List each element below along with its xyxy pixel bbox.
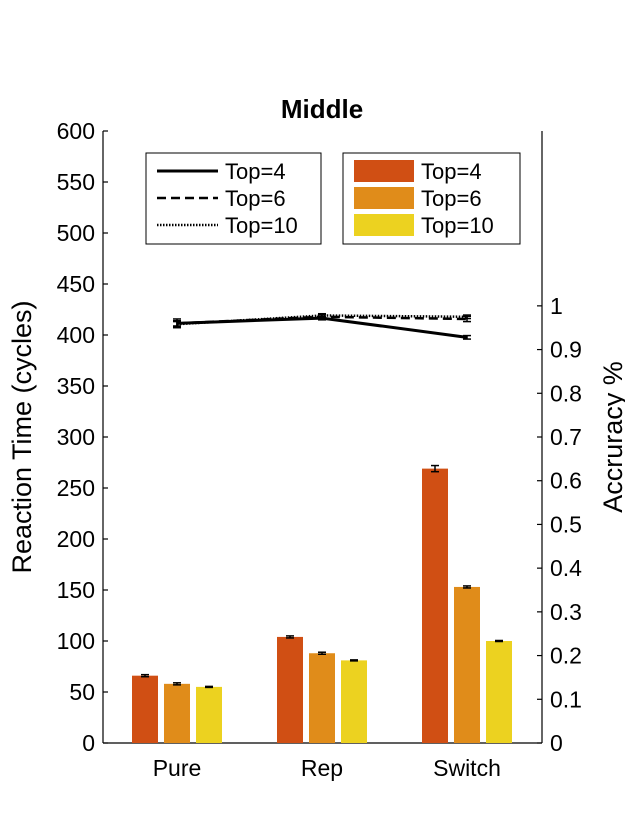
y2-tick-label: 0.5 <box>550 511 582 537</box>
y2-tick-label: 0.2 <box>550 643 582 669</box>
y2-tick-label: 0 <box>550 730 563 756</box>
y-tick-label: 600 <box>57 118 95 144</box>
legend-bar-swatch <box>354 187 414 209</box>
bar <box>277 636 303 743</box>
legend-line-label: Top=6 <box>225 186 286 211</box>
legend-line-label: Top=10 <box>225 213 298 238</box>
y2-axis-label: Accruracy % <box>598 361 625 513</box>
legend-bar-label: Top=10 <box>421 213 494 238</box>
y-tick-label: 500 <box>57 220 95 246</box>
y-tick-label: 450 <box>57 271 95 297</box>
bar <box>309 653 335 743</box>
bar <box>341 660 367 743</box>
y-tick-label: 150 <box>57 577 95 603</box>
accuracy-lines <box>173 312 471 340</box>
legend-bar-label: Top=6 <box>421 186 482 211</box>
tick-labels: 0 50 100 150 200 250 300 350 400 450 500 550 600 0 0.1… <box>57 118 583 781</box>
y2-tick-label: 0.4 <box>550 555 582 581</box>
legend-bar-swatch <box>354 160 414 182</box>
accuracy-line <box>176 316 468 339</box>
y-tick-label: 350 <box>57 373 95 399</box>
y-tick-label: 300 <box>57 424 95 450</box>
y-tick-label: 400 <box>57 322 95 348</box>
y-tick-label: 200 <box>57 526 95 552</box>
y2-tick-label: 0.6 <box>550 468 582 494</box>
y2-tick-label: 0.3 <box>550 599 582 625</box>
y-tick-label: 100 <box>57 628 95 654</box>
bar <box>486 641 512 743</box>
y-tick-label: 0 <box>82 730 95 756</box>
legend-line-label: Top=4 <box>225 159 286 184</box>
bar <box>196 686 222 743</box>
y2-tick-label: 0.7 <box>550 424 582 450</box>
bar <box>132 675 158 743</box>
y2-tick-label: 0.1 <box>550 686 582 712</box>
bar <box>164 683 190 743</box>
x-tick-label: Switch <box>433 755 501 781</box>
y-tick-label: 50 <box>69 679 95 705</box>
bar <box>422 468 448 743</box>
bars <box>132 464 512 743</box>
chart-title: Middle <box>281 94 363 124</box>
y2-tick-label: 0.8 <box>550 380 582 406</box>
y-axis-label: Reaction Time (cycles) <box>7 300 37 573</box>
legend-bar-swatch <box>354 214 414 236</box>
y2-tick-label: 0.9 <box>550 337 582 363</box>
x-tick-label: Pure <box>153 755 202 781</box>
y-tick-label: 250 <box>57 475 95 501</box>
y-tick-label: 550 <box>57 169 95 195</box>
legend-bar-label: Top=4 <box>421 159 482 184</box>
bar <box>454 586 480 743</box>
x-tick-label: Rep <box>301 755 343 781</box>
y2-tick-label: 1 <box>550 293 563 319</box>
